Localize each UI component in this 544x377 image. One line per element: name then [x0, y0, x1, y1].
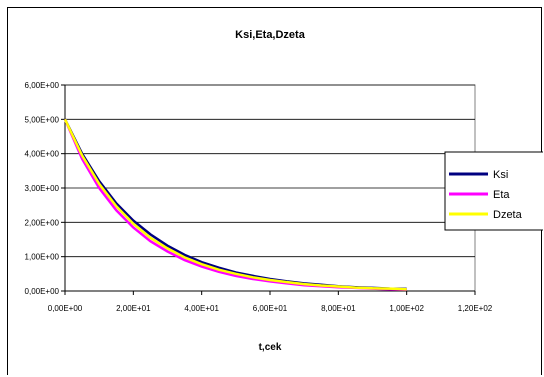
x-axis-label: t,cek	[259, 342, 282, 353]
x-tick-label: 1,20E+02	[458, 304, 493, 313]
x-tick-label: 1,00E+02	[389, 304, 424, 313]
legend: Ksi Eta Dzeta	[444, 151, 543, 231]
legend-label-dzeta: Dzeta	[493, 209, 523, 221]
x-tick-label: 0,00E+00	[48, 304, 83, 313]
x-tick-label: 2,00E+01	[116, 304, 151, 313]
y-tick-label: 2,00E+00	[25, 218, 60, 227]
legend-label-eta: Eta	[493, 189, 510, 201]
x-tick-label: 4,00E+01	[184, 304, 219, 313]
x-tick-label: 8,00E+01	[321, 304, 356, 313]
chart-title: Ksi,Eta,Dzeta	[235, 29, 306, 41]
legend-label-ksi: Ksi	[493, 169, 508, 181]
y-tick-label: 4,00E+00	[25, 150, 60, 159]
y-tick-label: 0,00E+00	[25, 287, 60, 296]
y-tick-label: 1,00E+00	[25, 253, 60, 262]
y-tick-label: 3,00E+00	[25, 184, 60, 193]
series-line-dzeta	[63, 118, 407, 291]
x-tick-label: 6,00E+01	[253, 304, 288, 313]
legend-box	[444, 151, 543, 231]
chart-frame: Ksi,Eta,Dzeta 0,00E+00 1,00E+00 2,00E+00 3,…	[7, 7, 543, 375]
series-layer	[63, 118, 407, 291]
y-tick-label: 5,00E+00	[25, 115, 60, 124]
y-tick-label: 6,00E+00	[25, 81, 60, 90]
chart-svg: Ksi,Eta,Dzeta 0,00E+00 1,00E+00 2,00E+00 3,…	[25, 29, 543, 353]
